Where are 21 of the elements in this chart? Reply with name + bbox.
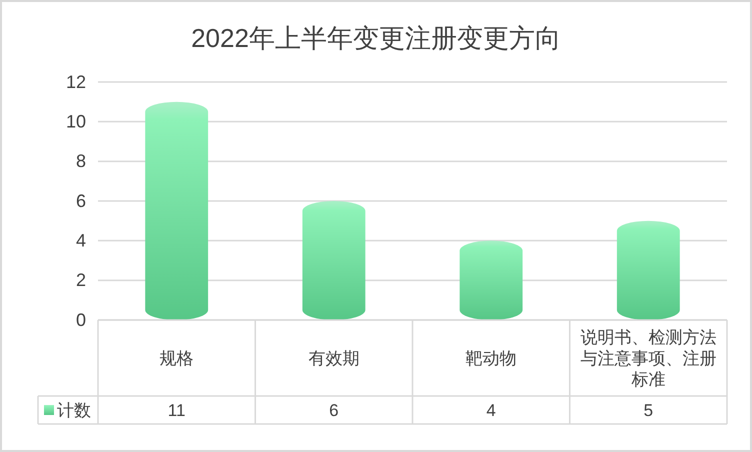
y-tick-label: 0 <box>76 310 86 330</box>
y-tick-label: 6 <box>76 190 86 211</box>
y-tick-label: 2 <box>76 270 86 290</box>
y-tick-label: 10 <box>66 111 86 132</box>
x-tick-label: 规格 <box>160 349 194 368</box>
data-label: 5 <box>644 401 654 420</box>
bar <box>145 102 208 320</box>
y-tick-label: 8 <box>76 151 86 172</box>
legend-label: 计数 <box>57 401 91 420</box>
data-label: 6 <box>329 401 339 420</box>
bar <box>616 220 680 320</box>
chart-title: 2022年上半年变更注册变更方向 <box>191 23 561 53</box>
y-tick-label: 12 <box>66 72 86 92</box>
data-label: 11 <box>168 401 186 420</box>
data-label: 4 <box>486 401 496 420</box>
y-tick-label: 4 <box>76 230 86 250</box>
x-tick-label: 说明书、检测方法与注意事项、注册标准 <box>580 328 716 389</box>
bar <box>302 201 366 320</box>
x-tick-label: 靶动物 <box>466 349 517 368</box>
bar <box>460 240 523 320</box>
x-tick-label: 有效期 <box>308 349 360 368</box>
